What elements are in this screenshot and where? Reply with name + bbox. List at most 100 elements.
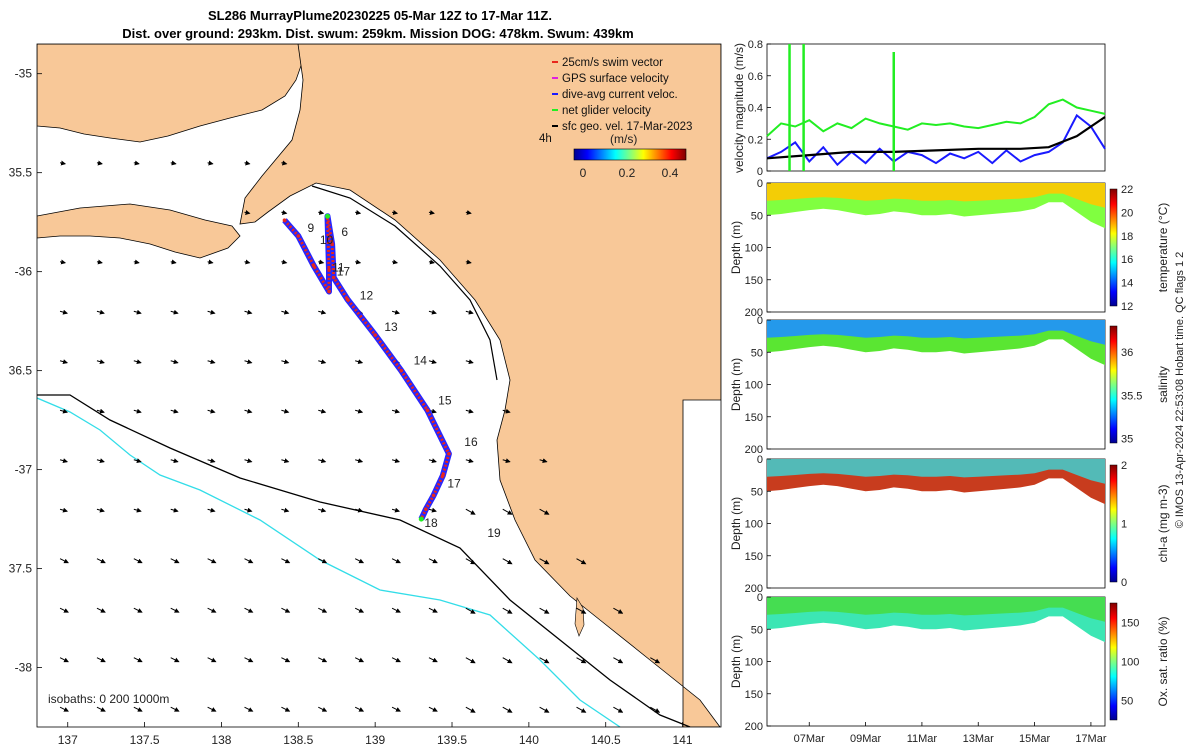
current-arrow [428,259,435,265]
section-colorbar-label: temperature (°C) [1156,203,1170,293]
current-arrow [465,210,472,215]
section-surface-layer [767,183,1105,208]
legend-dive-avg: dive-avg current veloc. [562,89,678,101]
salinity-section: 0 50 100 150 200 Depth (m) 35 35.5 36 salinity [729,315,1170,456]
section-y-tick-label: 50 [751,486,763,498]
current-arrow [465,309,474,315]
section-colorbar [1109,602,1118,721]
current-arrow [133,458,142,464]
current-arrow [96,607,106,613]
current-arrow [576,607,587,614]
track-day-label: 11 [332,261,345,275]
legend-swim-vector: 25cm/s swim vector [562,57,663,69]
time-tick-label: 15Mar [1019,733,1051,745]
current-arrow [502,458,511,464]
current-arrow [244,160,251,166]
current-arrow [391,408,401,414]
section-colorbar-tick: 14 [1121,278,1133,290]
current-arrow [133,706,143,712]
current-arrow [539,706,550,713]
section-ylabel: Depth (m) [729,635,743,688]
section-colorbar-tick: 35 [1121,434,1133,446]
map-x-tick-label: 138.5 [283,733,313,747]
track-point [282,218,287,222]
section-surface-layer [767,320,1105,345]
current-arrow [465,259,472,265]
current-arrow [576,706,587,713]
velocity-series [766,44,1106,171]
current-arrow [133,558,143,564]
section-y-tick-label: 0 [757,592,763,604]
current-arrow [539,657,550,664]
track-point [327,267,331,272]
current-arrow [207,507,216,513]
section-y-tick-label: 100 [745,243,763,255]
map-y-tick-label: -37 [15,463,33,477]
current-arrow [502,706,513,713]
current-arrow [170,507,179,513]
current-arrow [391,309,401,315]
current-arrow [428,706,438,712]
current-arrow [207,607,217,613]
current-arrow [59,657,69,663]
section-surface-layer [767,459,1105,484]
colorbar-label: (m/s) [610,132,637,146]
velocity-series-2 [766,116,1106,160]
current-arrow [465,408,474,414]
current-arrow [170,408,179,414]
current-arrow [59,309,69,315]
current-arrow [133,359,142,365]
chla-section: 0 50 100 150 200 Depth (m) 0 1 2 chl-a (mg m-3) [729,454,1170,595]
track-point [373,333,377,337]
current-arrow [502,607,513,614]
map-y-tick-label: -36 [15,265,33,279]
current-arrow [244,558,254,564]
section-colorbar-tick: 0 [1121,577,1127,589]
isobaths-note: isobaths: 0 200 1000m [48,692,169,706]
current-arrow [244,408,253,414]
current-arrow [170,706,180,712]
current-arrow [244,507,253,513]
current-arrow [207,657,217,663]
section-colorbar-tick: 12 [1121,301,1133,313]
time-tick-label: 17Mar [1075,733,1107,745]
current-arrow [465,558,476,565]
current-arrow [281,259,288,265]
current-arrow [354,558,365,564]
track-day-label: 13 [384,320,398,334]
current-arrow [281,309,290,315]
current-arrow [96,507,105,513]
current-arrow [96,458,105,464]
current-arrow [59,507,69,513]
current-arrow [133,160,140,166]
section-y-tick-label: 200 [745,444,763,456]
current-arrow [96,259,103,265]
track-day-label: 18 [424,516,438,530]
current-arrow [281,160,288,166]
current-arrow [465,458,474,464]
track-point [431,493,436,498]
section-colorbar-tick: 150 [1121,618,1139,630]
current-arrow [318,359,327,365]
current-arrow [318,706,328,712]
current-arrow [318,408,327,414]
current-arrow [318,507,327,513]
track-day-label: 19 [487,526,501,540]
velocity-y-tick-label: 0.6 [748,71,763,83]
track-day-label: 12 [360,288,374,302]
current-arrow [355,458,364,464]
section-y-tick-label: 0 [757,178,763,190]
map-y-tick-label: 36.5 [9,364,33,378]
current-arrow [281,408,290,414]
section-colorbar-tick: 50 [1121,696,1133,708]
current-arrow [281,558,291,564]
section-colorbar [1109,325,1118,444]
current-arrow [539,607,550,614]
section-colorbar [1109,188,1118,307]
map-legend: 25cm/s swim vector GPS surface velocity … [539,57,692,180]
track-day-label: 6 [341,225,348,239]
track-point [425,408,430,413]
current-arrow [318,607,328,613]
surface-current-arrows [59,160,661,713]
